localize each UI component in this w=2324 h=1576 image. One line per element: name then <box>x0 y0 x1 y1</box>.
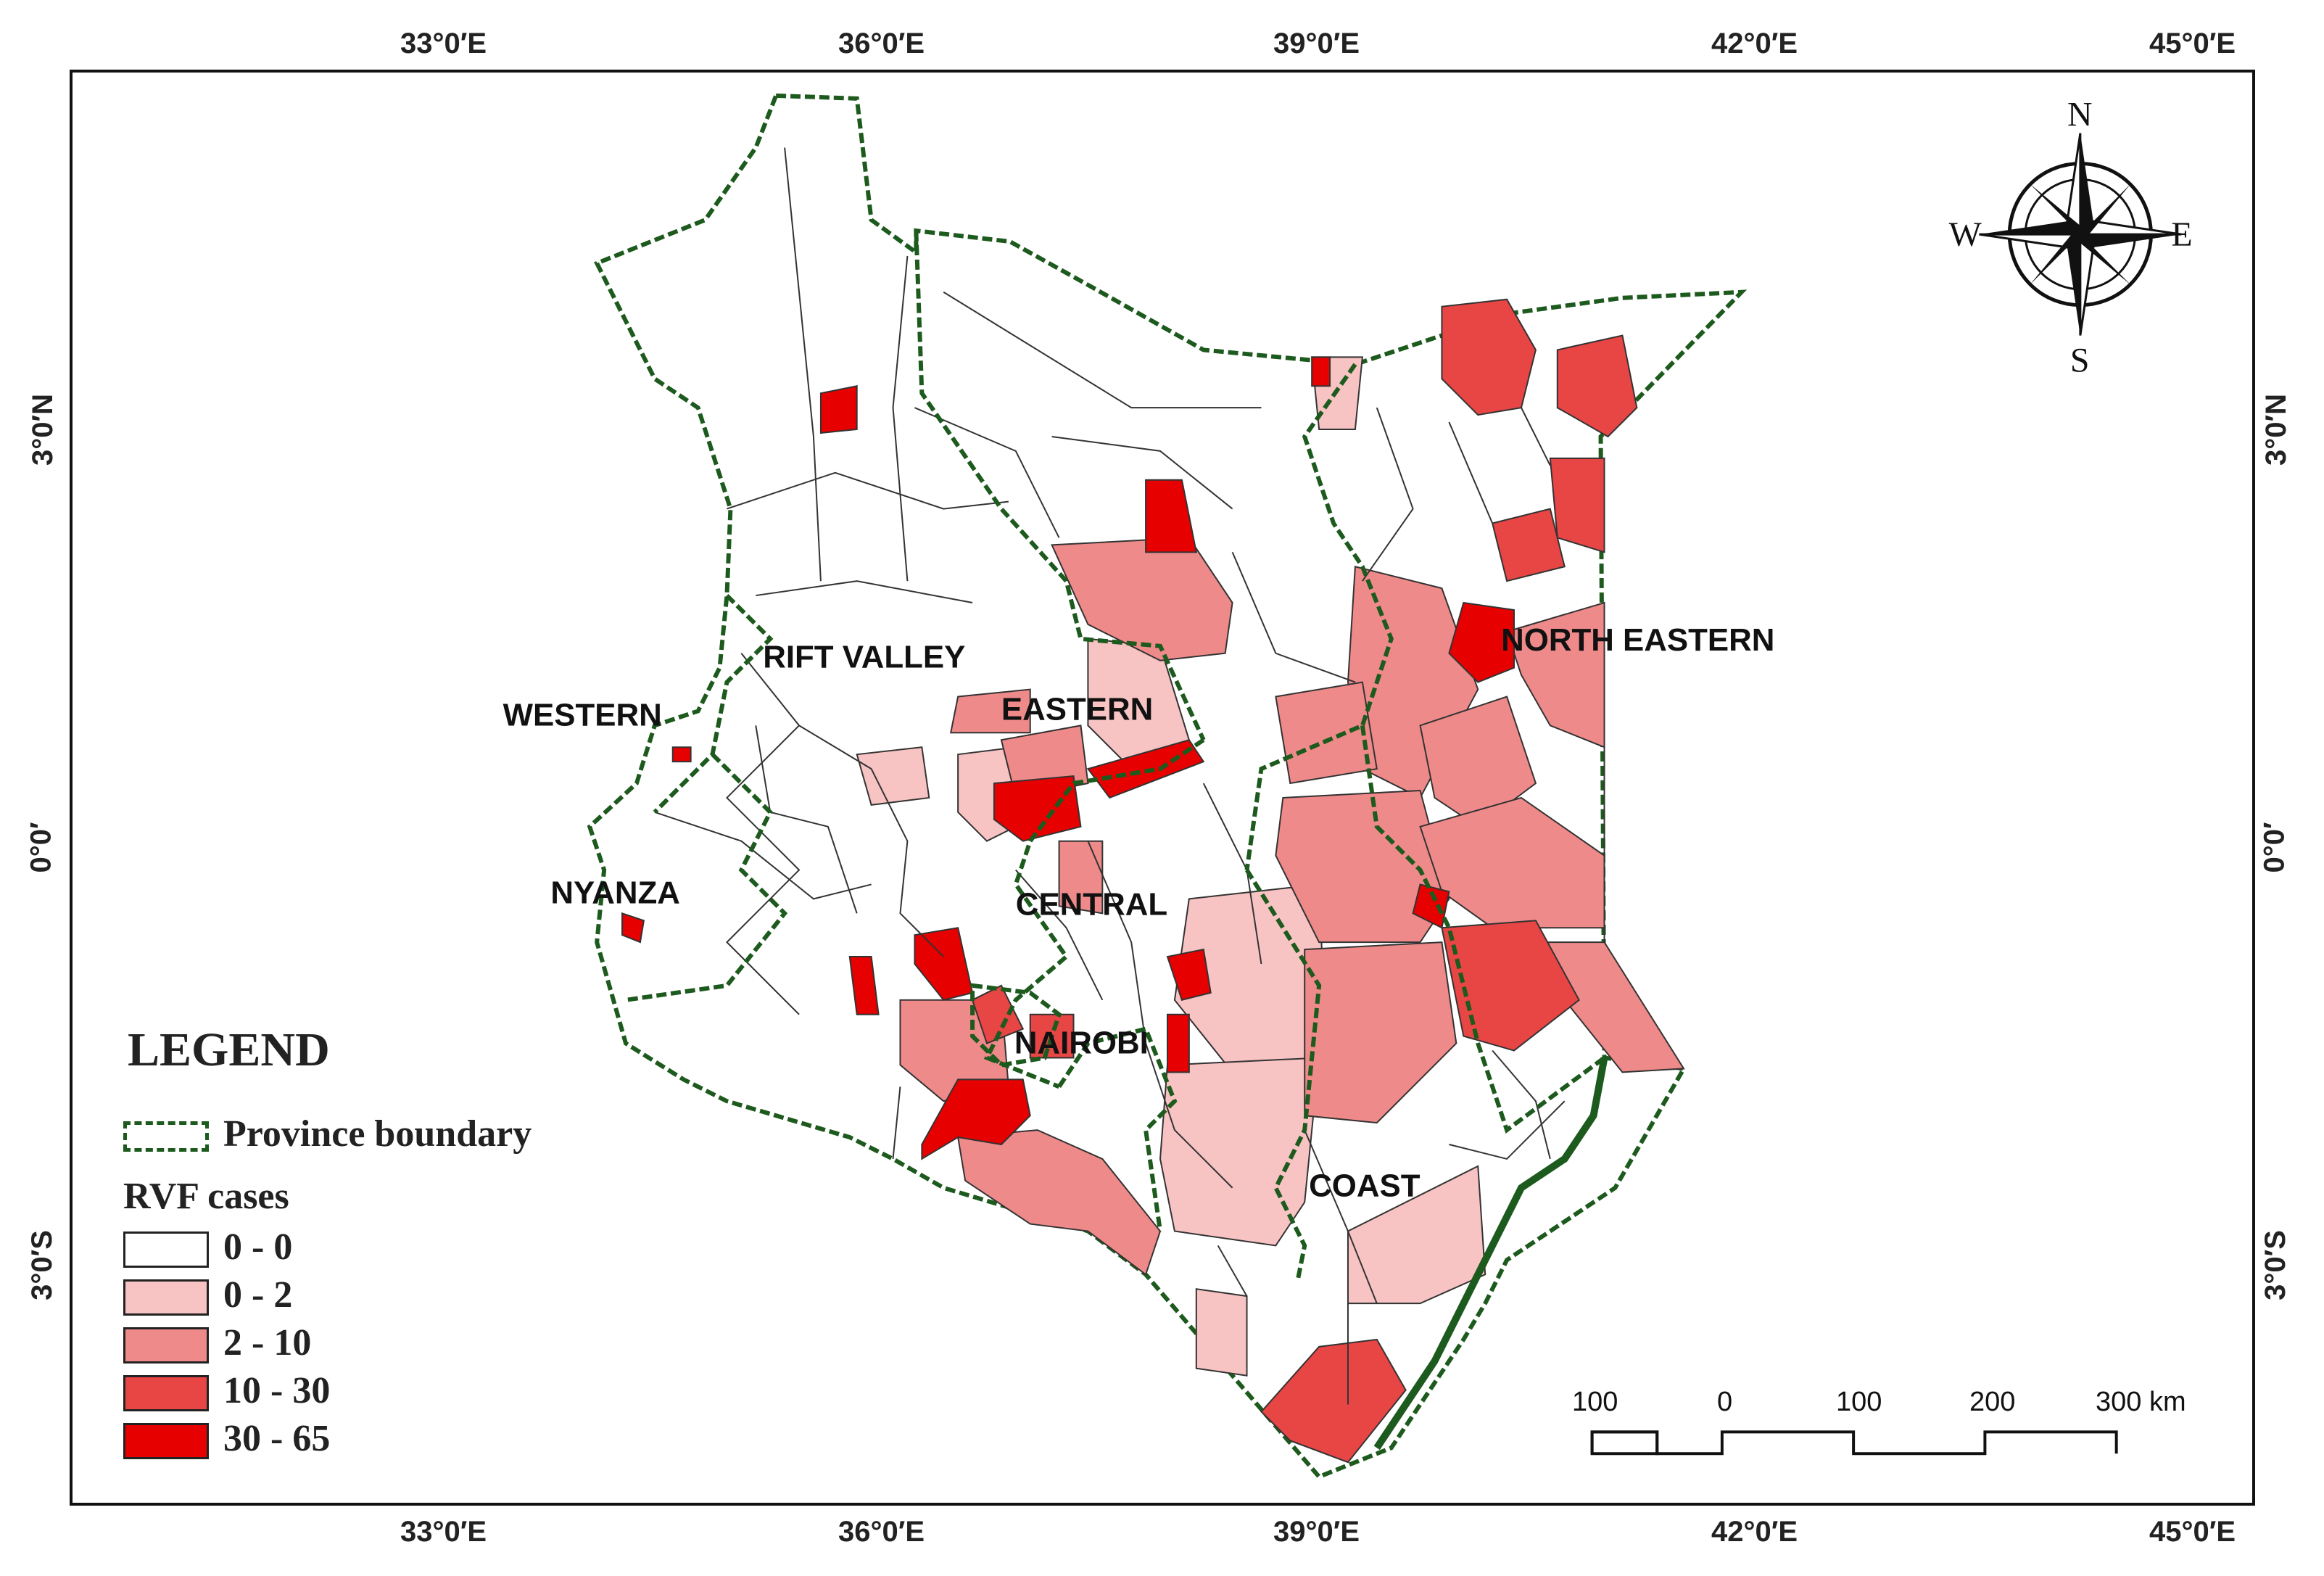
lon-label-top: 33°0′E <box>400 28 487 59</box>
legend-boundary-swatch <box>123 1121 209 1152</box>
scale-label: 300 km <box>2096 1387 2186 1417</box>
province-label-rift-valley: RIFT VALLEY <box>763 640 965 675</box>
district-30-65 <box>671 746 692 763</box>
district-30-65 <box>848 956 880 1015</box>
district-30-65 <box>1448 601 1515 683</box>
lon-label-bottom: 33°0′E <box>400 1516 487 1548</box>
district-30-65 <box>1412 883 1450 929</box>
province-label-north-eastern: NORTH EASTERN <box>1501 622 1774 658</box>
district-2-10 <box>1275 789 1450 944</box>
lat-label-right: 3°0′S <box>2259 1230 2291 1300</box>
kenya-outline <box>587 93 1748 1480</box>
province-label-nairobi: NAIROBI <box>1014 1026 1149 1061</box>
district-2-10 <box>949 688 1031 734</box>
district-10-30 <box>1556 334 1638 438</box>
district-2-10 <box>1275 681 1378 785</box>
lat-label-right: 3°0′N <box>2259 394 2292 466</box>
scale-label: 100 <box>1572 1387 1618 1417</box>
lon-label-bottom: 39°0′E <box>1273 1516 1360 1548</box>
legend: LEGEND Province boundary RVF cases 0 - 0… <box>123 1023 674 1487</box>
legend-swatch-10-30 <box>123 1375 209 1411</box>
district-30-65 <box>993 775 1082 842</box>
kenya-map: RIFT VALLEY WESTERN EASTERN NORTH EASTER… <box>503 93 2193 1480</box>
legend-label-2-10: 2 - 10 <box>223 1322 312 1363</box>
legend-title: LEGEND <box>128 1023 330 1076</box>
district-30-65 <box>1311 356 1331 387</box>
district-30-65 <box>1086 739 1205 799</box>
district-2-10 <box>1304 941 1457 1124</box>
lon-label-top: 45°0′E <box>2149 28 2236 59</box>
district-30-65 <box>621 912 645 944</box>
lon-label-bottom: 42°0′E <box>1711 1516 1798 1548</box>
legend-swatch-2-10 <box>123 1327 209 1363</box>
province-label-central: CENTRAL <box>1016 886 1167 922</box>
lon-label-bottom: 36°0′E <box>838 1516 925 1548</box>
province-label-western: WESTERN <box>503 697 662 733</box>
compass-north: N <box>2067 96 2093 134</box>
district-2-10 <box>1505 601 1605 748</box>
province-boundaries <box>625 231 1606 1282</box>
legend-cases-title: RVF cases <box>123 1176 289 1217</box>
legend-swatch-0-0 <box>123 1231 209 1268</box>
scale-label: 200 <box>1969 1387 2016 1417</box>
district-30-65 <box>914 927 974 1001</box>
compass-south: S <box>2070 341 2090 379</box>
compass-west: W <box>1949 215 1982 254</box>
compass-east: E <box>2171 215 2192 254</box>
legend-label-0-2: 0 - 2 <box>223 1274 293 1316</box>
legend-swatch-0-2 <box>123 1279 209 1316</box>
lon-label-top: 39°0′E <box>1273 28 1360 59</box>
district-10-30 <box>1441 920 1580 1052</box>
lat-label-left: 3°0′S <box>25 1230 58 1300</box>
lon-label-bottom: 45°0′E <box>2149 1516 2236 1548</box>
lat-label-left: 0°0′ <box>25 822 57 873</box>
district-30-65 <box>1166 948 1212 1002</box>
coastline <box>1373 1057 1608 1451</box>
district-30-65 <box>1166 1013 1190 1073</box>
district-30-65 <box>921 1078 1031 1160</box>
lon-label-top: 36°0′E <box>838 28 925 59</box>
scale-bar <box>1590 1430 2118 1456</box>
district-0-2 <box>856 746 930 806</box>
province-label-eastern: EASTERN <box>1001 691 1153 727</box>
province-label-coast: COAST <box>1309 1168 1421 1204</box>
scale-label: 100 <box>1836 1387 1882 1417</box>
legend-boundary-label: Province boundary <box>223 1113 532 1155</box>
legend-label-10-30: 10 - 30 <box>223 1370 331 1411</box>
district-30-65 <box>819 385 858 434</box>
legend-swatch-30-65 <box>123 1423 209 1459</box>
scale-label: 0 <box>1717 1387 1733 1417</box>
district-10-30 <box>971 984 1025 1044</box>
lon-label-top: 42°0′E <box>1711 28 1798 59</box>
district-10-30 <box>1491 508 1566 582</box>
district-0-2 <box>1195 1288 1248 1377</box>
district-10-30 <box>1260 1338 1407 1464</box>
district-0-2 <box>1347 1165 1486 1305</box>
district-30-65 <box>1145 479 1198 553</box>
map-frame: RIFT VALLEY WESTERN EASTERN NORTH EASTER… <box>70 70 2255 1506</box>
district-2-10 <box>956 1129 1162 1276</box>
legend-label-30-65: 30 - 65 <box>223 1418 331 1459</box>
province-label-nyanza: NYANZA <box>550 875 680 910</box>
district-lines <box>654 147 1605 1405</box>
compass-rose: N S E W <box>1949 96 2193 380</box>
lat-label-right: 0°0′ <box>2258 822 2291 873</box>
lat-label-left: 3°0′N <box>26 394 59 466</box>
legend-label-0-0: 0 - 0 <box>223 1226 293 1268</box>
district-10-30 <box>1549 457 1605 553</box>
